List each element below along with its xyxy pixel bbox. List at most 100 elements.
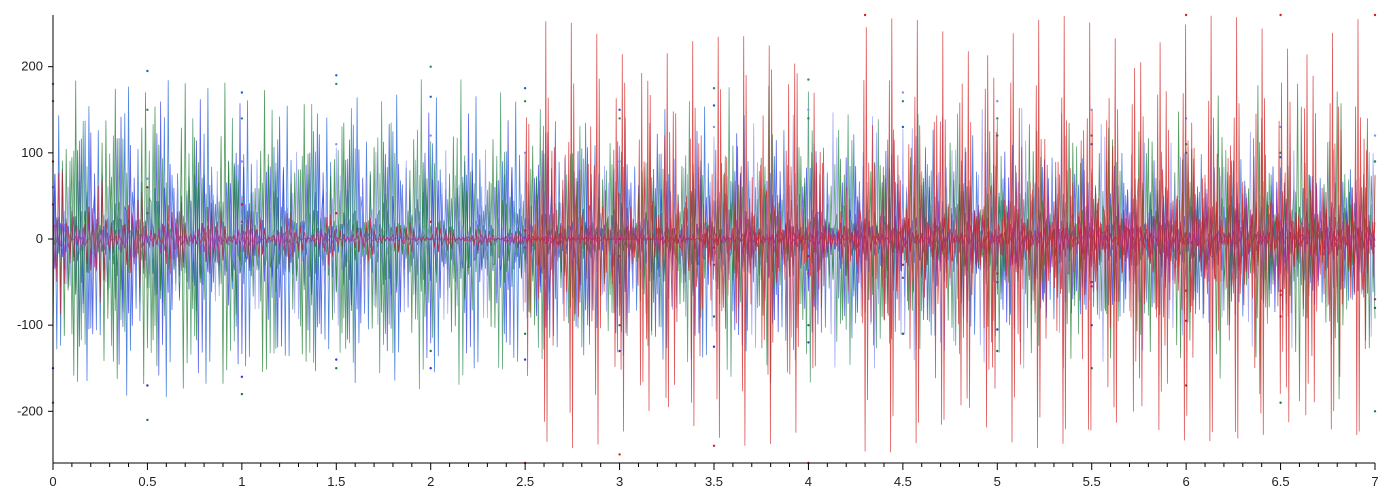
series-1-point-1 (146, 384, 149, 387)
y-tick-label: -200 (17, 403, 43, 418)
x-tick-label: 1.5 (327, 474, 345, 489)
series-1-point-4 (429, 367, 432, 370)
series-6-point-14 (1373, 298, 1377, 301)
series-5-point-2 (240, 203, 244, 206)
series-1-point-7 (712, 345, 716, 348)
series-2-point-9 (901, 100, 905, 103)
series-5-point-8 (807, 255, 810, 258)
series-5-point-9 (901, 263, 905, 266)
series-line-3 (52, 80, 1376, 402)
series-4-point-10 (996, 100, 999, 103)
series-5-point-3 (335, 212, 338, 215)
x-tick-label: 6.5 (1272, 474, 1290, 489)
series-0-point-9 (901, 125, 905, 129)
x-tick-label: 2.5 (516, 474, 534, 489)
series-7-point-4 (863, 13, 867, 17)
series-0-point-5 (523, 87, 527, 90)
series-6-point-3 (335, 229, 338, 232)
series-line-6 (52, 179, 1376, 292)
series-3-point-10 (996, 349, 999, 353)
series-3 (51, 80, 1377, 422)
series-1-point-2 (240, 375, 244, 378)
x-tick-label: 5.5 (1083, 474, 1101, 489)
series-2-point-3 (335, 82, 338, 86)
series-4-point-7 (712, 125, 716, 129)
series-7-point-1 (618, 453, 621, 456)
series-2-point-6 (618, 117, 621, 120)
series-2-point-10 (996, 117, 999, 120)
series-4-point-6 (618, 160, 621, 163)
x-tick-label: 3 (616, 474, 623, 489)
series-2-point-4 (429, 65, 432, 68)
series-3-point-3 (335, 367, 338, 370)
series-1-point-6 (618, 349, 621, 353)
series-line-7 (524, 15, 1376, 453)
series-0-point-4 (429, 95, 432, 99)
series-1-point-5 (523, 358, 527, 361)
series-5-point-1 (146, 186, 149, 189)
series-3-point-1 (146, 418, 149, 422)
series-1-point-10 (996, 328, 999, 331)
series-6-point-2 (240, 220, 244, 223)
series-1-point-8 (807, 341, 810, 344)
y-tick-label: 200 (21, 59, 43, 74)
series-4-point-2 (240, 160, 244, 163)
series-3-point-5 (523, 332, 527, 335)
series-4-point-1 (146, 177, 149, 180)
series-4-point-9 (901, 91, 905, 94)
series-4-point-4 (429, 134, 432, 137)
x-tick-label: 4 (805, 474, 812, 489)
series-0-point-7 (712, 104, 716, 107)
series-6-point-4 (429, 237, 432, 241)
series-7 (523, 13, 1377, 465)
x-tick-label: 3.5 (705, 474, 723, 489)
series-7-point-6 (1279, 13, 1282, 17)
series-0-point-3 (335, 74, 338, 77)
series-6-point-1 (146, 212, 149, 215)
x-tick-label: 5 (994, 474, 1001, 489)
series-3-point-8 (807, 324, 810, 327)
y-tick-label: -100 (17, 317, 43, 332)
series-3-point-2 (240, 392, 244, 396)
series-4-point-14 (1373, 134, 1377, 137)
series-6-point-8 (807, 272, 810, 275)
series-7-point-2 (712, 444, 716, 447)
series-3-point-13 (1279, 401, 1282, 404)
x-axis: 0 0.5 1 1.5 2 2.5 3 3.5 4 4.5 5 5.5 6 6.5 7 (49, 462, 1379, 489)
y-tick-label: 0 (36, 231, 43, 246)
x-tick-label: 0.5 (138, 474, 156, 489)
series-2-point-1 (146, 108, 149, 112)
series-0-point-1 (146, 69, 149, 73)
series-4-point-5 (523, 151, 527, 154)
x-tick-label: 2 (427, 474, 434, 489)
series-2-point-2 (240, 117, 244, 120)
series-3-point-14 (1373, 410, 1377, 413)
series-2-point-14 (1373, 160, 1377, 163)
series-3-point-4 (429, 349, 432, 353)
data-marks (51, 13, 1377, 465)
series-0-point-2 (240, 91, 244, 94)
series-4-point-8 (807, 108, 810, 112)
x-tick-label: 4.5 (894, 474, 912, 489)
series-3-point-6 (618, 324, 621, 327)
y-tick-label: 100 (21, 145, 43, 160)
series-5-point-4 (429, 220, 432, 223)
x-tick-label: 6 (1183, 474, 1190, 489)
series-3-point-7 (712, 315, 716, 318)
series-6-point-9 (901, 276, 905, 279)
x-tick-label: 1 (238, 474, 245, 489)
series-1-point-3 (335, 358, 338, 361)
series-0-point-6 (618, 108, 621, 112)
series-2-point-5 (523, 100, 527, 103)
series-3-point-9 (901, 332, 905, 335)
x-tick-label: 7 (1371, 474, 1378, 489)
x-tick-label: 0 (49, 474, 56, 489)
y-axis: 200 100 0 -100 -200 (17, 15, 54, 463)
series-4-point-3 (335, 143, 338, 146)
series-2-point-8 (807, 78, 810, 81)
series-7-point-7 (1373, 13, 1377, 17)
series-2-point-7 (712, 87, 716, 90)
series-7-point-5 (1184, 13, 1188, 17)
